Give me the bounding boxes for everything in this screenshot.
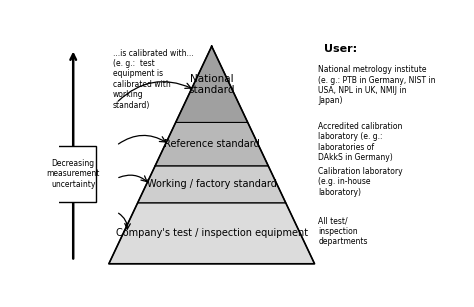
Text: Reference standard: Reference standard — [164, 139, 260, 149]
Text: National
standard: National standard — [189, 74, 235, 95]
Text: Working / factory standard: Working / factory standard — [147, 179, 277, 189]
Polygon shape — [176, 46, 248, 122]
Text: Company's test / inspection equipment: Company's test / inspection equipment — [116, 228, 308, 238]
Polygon shape — [137, 166, 286, 203]
Text: Calibration laboratory
(e.g. in-house
laboratory): Calibration laboratory (e.g. in-house la… — [318, 167, 403, 197]
Text: ...is calibrated with...
(e. g.:  test
equipment is
calibrated with
working
stan: ...is calibrated with... (e. g.: test eq… — [112, 49, 193, 110]
Text: Decreasing
measurement
uncertainty: Decreasing measurement uncertainty — [46, 159, 100, 189]
Text: Accredited calibration
laboratory (e. g.:
laboratories of
DAkkS in Germany): Accredited calibration laboratory (e. g.… — [318, 122, 402, 162]
Polygon shape — [109, 203, 315, 264]
Polygon shape — [155, 122, 268, 166]
Text: National metrology institute
(e. g.: PTB in Germany, NIST in
USA, NPL in UK, NMI: National metrology institute (e. g.: PTB… — [318, 65, 436, 105]
FancyBboxPatch shape — [50, 146, 96, 202]
Text: All test/
inspection
departments: All test/ inspection departments — [318, 216, 368, 246]
Text: User:: User: — [324, 44, 357, 54]
